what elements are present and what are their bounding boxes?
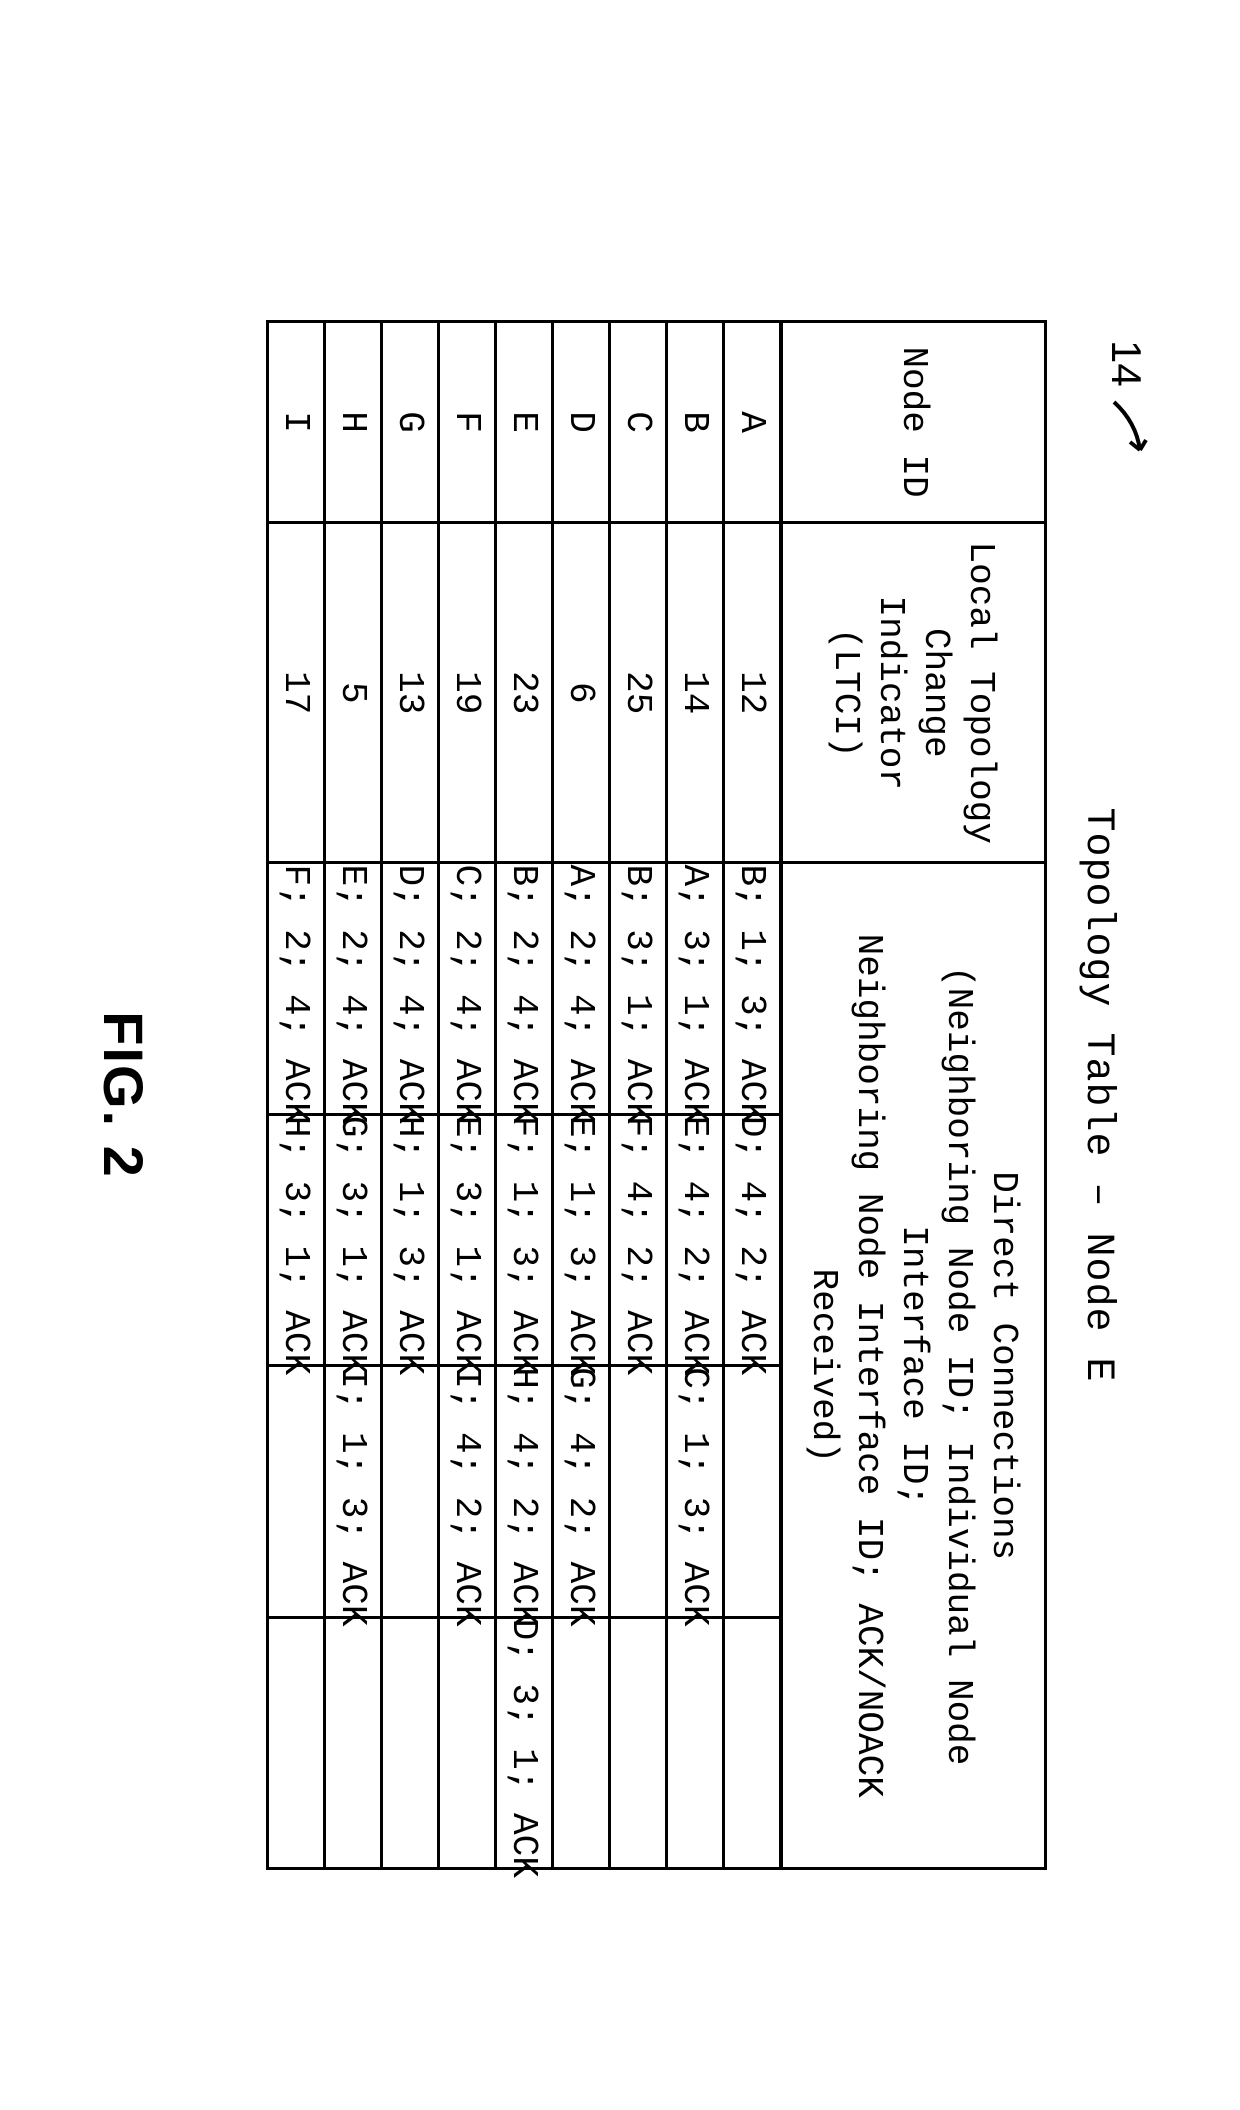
figure-ref-number: 14 [1103,340,1150,387]
cell-node-id: E [496,322,553,523]
cell-connection: B; 1; 3; ACK [724,863,782,1114]
table-row: C25B; 3; 1; ACKF; 4; 2; ACK [610,322,667,1869]
cell-node-id: C [610,322,667,523]
cell-connection: H; 3; 1; ACK [268,1114,325,1365]
cell-ltci: 23 [496,523,553,863]
cell-connection: C; 2; 4; ACK [439,863,496,1114]
table-row: H5E; 2; 4; ACKG; 3; 1; ACKI; 1; 3; ACK [325,322,382,1869]
cell-connection [724,1617,782,1868]
cell-connection [610,1617,667,1868]
cell-node-id: B [667,322,724,523]
cell-connection: E; 1; 3; ACK [553,1114,610,1365]
cell-ltci: 25 [610,523,667,863]
cell-connection [439,1617,496,1868]
col-header-conn-l2: (Neighboring Node ID; Individual Node In… [891,872,981,1859]
cell-connection: H; 1; 3; ACK [382,1114,439,1365]
col-header-ltci-l1: Local Topology [959,532,1004,853]
cell-connection: F; 4; 2; ACK [610,1114,667,1365]
cell-ltci: 19 [439,523,496,863]
cell-connection: I; 1; 3; ACK [325,1366,382,1617]
col-header-conn-l3: Neighboring Node Interface ID; ACK/NOACK… [801,872,891,1859]
table-row: A12B; 1; 3; ACKD; 4; 2; ACK [724,322,782,1869]
topology-table: Node ID Local Topology Change Indicator … [266,320,1047,1870]
table-row: E23B; 2; 4; ACKF; 1; 3; ACKH; 4; 2; ACKD… [496,322,553,1869]
figure-reference: 14 [1098,340,1150,468]
cell-node-id: G [382,322,439,523]
table-header-row: Node ID Local Topology Change Indicator … [781,322,1046,1869]
cell-connection [382,1366,439,1617]
cell-connection: D; 2; 4; ACK [382,863,439,1114]
cell-ltci: 5 [325,523,382,863]
cell-connection: D; 3; 1; ACK [496,1617,553,1868]
col-header-ltci: Local Topology Change Indicator (LTCI) [781,523,1046,863]
cell-connection [382,1617,439,1868]
col-header-conn-l1: Direct Connections [981,872,1026,1859]
cell-connection [724,1366,782,1617]
cell-connection: A; 3; 1; ACK [667,863,724,1114]
cell-connection [268,1617,325,1868]
col-header-ltci-l3: (LTCI) [824,532,869,853]
cell-connection [268,1366,325,1617]
table-body: A12B; 1; 3; ACKD; 4; 2; ACKB14A; 3; 1; A… [268,322,782,1869]
cell-connection [553,1617,610,1868]
cell-connection: B; 3; 1; ACK [610,863,667,1114]
col-header-connections: Direct Connections (Neighboring Node ID;… [781,863,1046,1869]
cell-connection [667,1617,724,1868]
cell-connection: B; 2; 4; ACK [496,863,553,1114]
col-header-ltci-l2: Change Indicator [869,532,959,853]
cell-node-id: A [724,322,782,523]
cell-node-id: D [553,322,610,523]
cell-ltci: 12 [724,523,782,863]
cell-ltci: 6 [553,523,610,863]
cell-connection: E; 4; 2; ACK [667,1114,724,1365]
cell-connection: I; 4; 2; ACK [439,1366,496,1617]
cell-connection: C; 1; 3; ACK [667,1366,724,1617]
figure-caption: FIG. 2 [91,320,156,1870]
cell-connection: F; 1; 3; ACK [496,1114,553,1365]
cell-connection: G; 3; 1; ACK [325,1114,382,1365]
table-row: F19C; 2; 4; ACKE; 3; 1; ACKI; 4; 2; ACK [439,322,496,1869]
cell-connection: E; 2; 4; ACK [325,863,382,1114]
cell-connection: A; 2; 4; ACK [553,863,610,1114]
table-row: G13D; 2; 4; ACKH; 1; 3; ACK [382,322,439,1869]
cell-ltci: 13 [382,523,439,863]
cell-connection [325,1617,382,1868]
table-row: B14A; 3; 1; ACKE; 4; 2; ACKC; 1; 3; ACK [667,322,724,1869]
cell-connection: G; 4; 2; ACK [553,1366,610,1617]
col-header-node-id: Node ID [781,322,1046,523]
table-row: D6A; 2; 4; ACKE; 1; 3; ACKG; 4; 2; ACK [553,322,610,1869]
cell-ltci: 14 [667,523,724,863]
ref-arrow-icon [1098,398,1148,468]
table-title: Topology Table – Node E [1075,320,1120,1870]
cell-connection: E; 3; 1; ACK [439,1114,496,1365]
cell-connection: F; 2; 4; ACK [268,863,325,1114]
cell-connection: H; 4; 2; ACK [496,1366,553,1617]
cell-node-id: F [439,322,496,523]
cell-node-id: I [268,322,325,523]
cell-connection: D; 4; 2; ACK [724,1114,782,1365]
cell-node-id: H [325,322,382,523]
cell-connection [610,1366,667,1617]
cell-ltci: 17 [268,523,325,863]
table-row: I17F; 2; 4; ACKH; 3; 1; ACK [268,322,325,1869]
